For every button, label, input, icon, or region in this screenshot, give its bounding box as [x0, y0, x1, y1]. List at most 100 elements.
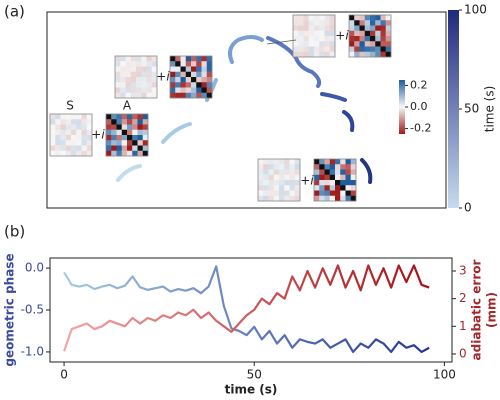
colorbar-label: time (s) [483, 86, 497, 133]
matrix-cell [303, 46, 309, 52]
matrix-cell [65, 140, 72, 146]
matrix-cell [111, 119, 117, 125]
matrix-cell [284, 159, 290, 165]
matrix-cell [289, 159, 295, 165]
matrix-cell [60, 135, 66, 141]
matrix-cell [340, 195, 346, 202]
matrix-cell [294, 159, 301, 165]
matrix-cell [319, 169, 325, 175]
matrix-cell [375, 36, 381, 42]
matrix-cell [71, 135, 77, 141]
matrix-cell [284, 164, 290, 170]
matrix-cell [130, 82, 137, 88]
panel-label: (a) [4, 3, 25, 21]
matrix-cell [65, 119, 72, 125]
y2-tick-label: 0 [459, 346, 467, 360]
matrix-cell [263, 190, 269, 196]
matrix-cell [324, 164, 330, 170]
matrix-cell [76, 114, 82, 120]
matrix-cell [349, 20, 355, 26]
matrix-cell [324, 36, 330, 42]
matrix-cell [303, 30, 309, 37]
matrix-cell [141, 71, 147, 78]
matrix-cell [206, 87, 213, 93]
matrix-cell [345, 169, 351, 175]
matrix-cell [142, 129, 149, 136]
matrix-cell [273, 164, 280, 170]
matrix-cell [329, 36, 336, 42]
matrix-cell [258, 185, 264, 191]
matrix-cell [146, 71, 152, 78]
matrix-cell [380, 20, 386, 26]
matrix-cell [55, 119, 61, 125]
matrix-cell [308, 25, 315, 31]
matrix-cell [284, 174, 290, 181]
matrix-cell [116, 119, 122, 125]
matrix-cell [370, 41, 376, 47]
matrix-cell [273, 190, 280, 196]
matrix-cell [60, 124, 66, 130]
matrix-cell [81, 135, 87, 141]
matrix-cell [324, 174, 330, 181]
matrix-cell [303, 51, 309, 58]
trajectory-segment [161, 122, 192, 144]
matrix-cell [86, 135, 93, 141]
matrix-cell [136, 77, 142, 83]
matrix-cell [127, 150, 133, 157]
matrix-cell [127, 135, 133, 141]
matrix-cell [142, 145, 149, 151]
matrix-cell [293, 41, 299, 47]
matrix-cell [359, 46, 365, 52]
matrix-cell [196, 92, 202, 99]
matrix-cell [65, 114, 72, 120]
matrix-cell [364, 51, 371, 58]
matrix-cell [142, 114, 149, 120]
matrix-cell [294, 164, 301, 170]
matrix-cell [268, 164, 274, 170]
y2-tick-label: 2 [459, 291, 467, 305]
matrix-cell [136, 61, 142, 67]
matrix-cell [120, 61, 126, 67]
matrix-cell [191, 66, 197, 72]
matrix-cell [180, 71, 186, 78]
matrix-cell [279, 169, 285, 175]
matrix-cell [137, 114, 143, 120]
matrix-cell [55, 140, 61, 146]
matrix-cell [71, 140, 77, 146]
matrix-cell [359, 25, 365, 31]
matrix-cell [125, 77, 131, 83]
matrix-cell [130, 77, 137, 83]
matrix-cell [185, 92, 192, 99]
matrix-cell [370, 25, 376, 31]
matrix-cell [349, 25, 355, 31]
inset-label: A [123, 99, 132, 113]
matrix-cell [350, 169, 357, 175]
matrix-cell [116, 145, 122, 151]
matrix-cell [324, 195, 330, 202]
matrix-cell [206, 66, 213, 72]
matrix-cell [329, 169, 336, 175]
matrix-cell [115, 61, 121, 67]
matrix-frame [105, 113, 149, 157]
colorbar-tick-label: -0.2 [410, 122, 431, 135]
matrix-cell [298, 46, 304, 52]
matrix-cell [130, 56, 137, 62]
matrix-cell [132, 129, 138, 136]
matrix-cell [329, 20, 336, 26]
matrix-cell [137, 150, 143, 157]
matrix-cell [111, 129, 117, 136]
matrix-cell [116, 114, 122, 120]
matrix-cell [314, 174, 320, 181]
matrix-cell [289, 195, 295, 202]
matrix-cell [273, 180, 280, 186]
matrix-cell [185, 56, 192, 62]
matrix-cell [284, 169, 290, 175]
matrix-cell [329, 30, 336, 37]
matrix-cell [314, 30, 320, 37]
matrix-cell [151, 61, 158, 67]
matrix-cell [370, 36, 376, 42]
matrix-cell [121, 150, 128, 157]
matrix-cell [60, 129, 66, 136]
matrix-cell [375, 46, 381, 52]
matrix-cell [350, 185, 357, 191]
